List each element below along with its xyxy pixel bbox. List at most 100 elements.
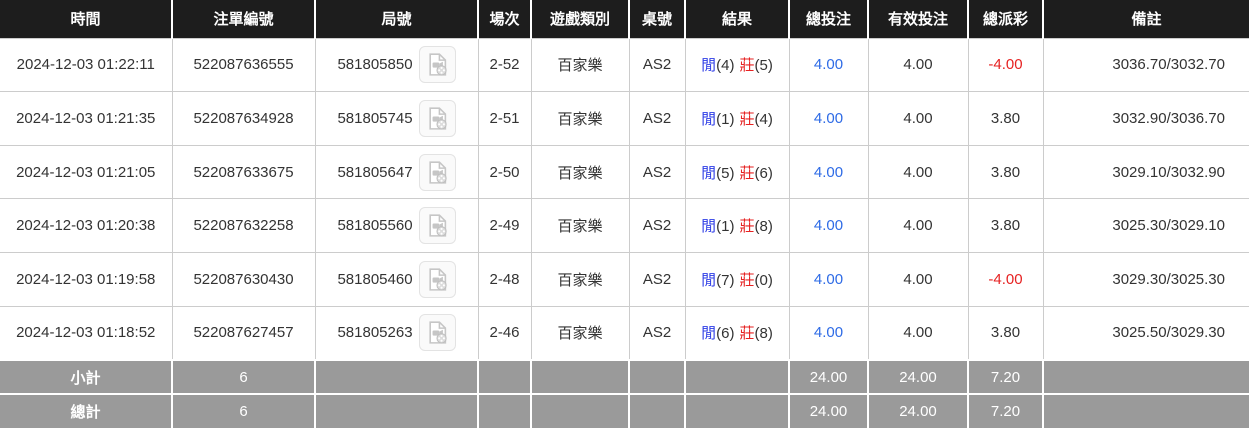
cell-session: 2-48 <box>478 252 532 307</box>
result-player-label: 閒 <box>701 164 717 182</box>
cell-total-bet: 4.00 <box>789 144 869 200</box>
footer-empty-session <box>478 393 532 428</box>
cell-payout: -4.00 <box>968 37 1044 93</box>
video-replay-icon <box>428 107 447 130</box>
footer-valid-bet: 24.00 <box>868 393 969 428</box>
cell-time: 2024-12-03 01:20:38 <box>0 198 173 254</box>
cell-game-type: 百家樂 <box>531 252 630 307</box>
cell-result: 閒(6) 莊(8) <box>685 305 790 361</box>
cell-table-no: AS2 <box>629 144 686 200</box>
footer-empty-table <box>629 359 686 394</box>
cell-table-no: AS2 <box>629 198 686 254</box>
cell-table-no: AS2 <box>629 37 686 93</box>
result-banker-label: 莊 <box>739 57 755 75</box>
cell-round: 581805460 <box>315 252 479 307</box>
footer-empty-session <box>478 359 532 394</box>
table-row: 2024-12-03 01:20:38 522087632258 581805560… <box>0 198 1249 254</box>
cell-game-type: 百家樂 <box>531 198 630 254</box>
result-player-score: (7) <box>716 271 735 289</box>
table-row: 2024-12-03 01:21:05 522087633675 581805647… <box>0 144 1249 200</box>
result-player-label: 閒 <box>701 110 717 128</box>
cell-game-type: 百家樂 <box>531 305 630 361</box>
result-player-score: (4) <box>716 57 735 75</box>
column-header-result: 結果 <box>685 0 790 38</box>
round-number: 581805745 <box>337 109 413 127</box>
cell-bet-id: 522087633675 <box>172 144 316 200</box>
cell-remark: 3029.10/3032.90 <box>1043 144 1249 200</box>
cell-valid-bet: 4.00 <box>868 305 969 361</box>
round-number: 581805560 <box>337 217 413 235</box>
subtotal-row: 小計 6 24.00 24.00 7.20 <box>0 359 1249 394</box>
round-number: 581805647 <box>337 163 413 181</box>
result-banker-label: 莊 <box>739 271 755 289</box>
column-header-game_type: 遊戲類別 <box>531 0 630 38</box>
column-header-round: 局號 <box>315 0 479 38</box>
header-row: 時間 注單編號 局號 場次 遊戲類別 桌號 結果 總投注 有效投注 總派彩 備註 <box>0 0 1249 38</box>
result-banker-score: (6) <box>754 164 773 182</box>
column-header-remark: 備註 <box>1043 0 1249 38</box>
cell-session: 2-50 <box>478 144 532 200</box>
video-replay-icon <box>428 161 447 184</box>
result-player-score: (6) <box>716 325 735 343</box>
column-header-bet_id: 注單編號 <box>172 0 316 38</box>
round-group: 581805460 <box>320 260 474 298</box>
result-banker-score: (8) <box>754 218 773 236</box>
cell-total-bet: 4.00 <box>789 37 869 93</box>
cell-payout: 3.80 <box>968 305 1044 361</box>
cell-remark: 3036.70/3032.70 <box>1043 37 1249 93</box>
footer-empty-remark <box>1043 393 1249 428</box>
column-header-payout: 總派彩 <box>968 0 1044 38</box>
cell-session: 2-52 <box>478 37 532 93</box>
cell-bet-id: 522087636555 <box>172 37 316 93</box>
cell-round: 581805850 <box>315 37 479 93</box>
footer-empty-game <box>531 393 630 428</box>
result-banker-label: 莊 <box>739 164 755 182</box>
footer-empty-game <box>531 359 630 394</box>
footer-total-bet: 24.00 <box>789 393 869 428</box>
column-header-session: 場次 <box>478 0 532 38</box>
cell-valid-bet: 4.00 <box>868 91 969 146</box>
table-row: 2024-12-03 01:18:52 522087627457 581805263… <box>0 305 1249 361</box>
video-replay-button[interactable] <box>418 314 456 352</box>
round-group: 581805850 <box>320 46 474 84</box>
video-replay-button[interactable] <box>418 153 456 191</box>
cell-remark: 3032.90/3036.70 <box>1043 91 1249 146</box>
cell-total-bet: 4.00 <box>789 91 869 146</box>
video-replay-button[interactable] <box>418 46 456 84</box>
round-group: 581805263 <box>320 314 474 352</box>
footer-payout: 7.20 <box>968 359 1044 394</box>
result-player-label: 閒 <box>701 325 717 343</box>
result-banker-score: (4) <box>754 110 773 128</box>
result-player-score: (5) <box>716 164 735 182</box>
column-header-time: 時間 <box>0 0 173 38</box>
round-number: 581805850 <box>337 56 413 74</box>
video-replay-button[interactable] <box>418 207 456 245</box>
footer-valid-bet: 24.00 <box>868 359 969 394</box>
cell-result: 閒(1) 莊(4) <box>685 91 790 146</box>
result-banker-label: 莊 <box>739 218 755 236</box>
video-replay-button[interactable] <box>418 260 456 298</box>
cell-table-no: AS2 <box>629 252 686 307</box>
round-group: 581805560 <box>320 207 474 245</box>
cell-payout: 3.80 <box>968 198 1044 254</box>
cell-time: 2024-12-03 01:21:35 <box>0 91 173 146</box>
cell-total-bet: 4.00 <box>789 305 869 361</box>
column-header-total_bet: 總投注 <box>789 0 869 38</box>
footer-empty-round <box>315 393 479 428</box>
column-header-table_no: 桌號 <box>629 0 686 38</box>
cell-time: 2024-12-03 01:22:11 <box>0 37 173 93</box>
footer-label: 小計 <box>0 359 173 394</box>
table-row: 2024-12-03 01:22:11 522087636555 581805850… <box>0 37 1249 93</box>
cell-remark: 3029.30/3025.30 <box>1043 252 1249 307</box>
cell-bet-id: 522087632258 <box>172 198 316 254</box>
footer-label: 總計 <box>0 393 173 428</box>
result-player-score: (1) <box>716 218 735 236</box>
footer-empty-round <box>315 359 479 394</box>
video-replay-button[interactable] <box>418 99 456 137</box>
cell-total-bet: 4.00 <box>789 252 869 307</box>
result-banker-label: 莊 <box>739 110 755 128</box>
cell-round: 581805263 <box>315 305 479 361</box>
cell-bet-id: 522087630430 <box>172 252 316 307</box>
